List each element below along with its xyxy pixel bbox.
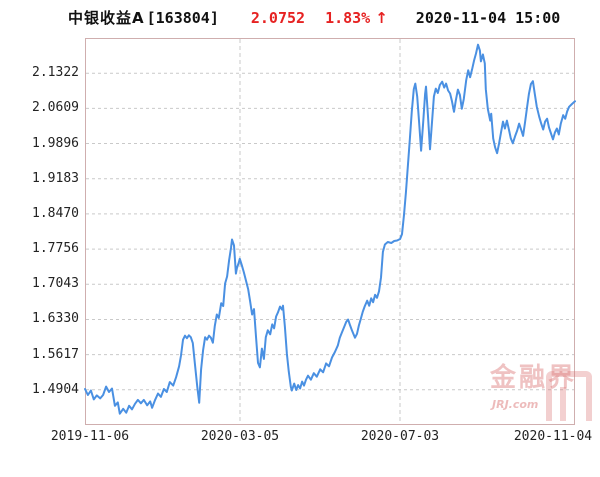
y-axis-tick-label: 1.9183 — [32, 171, 79, 186]
fund-code: [163804] — [146, 9, 219, 27]
y-axis-tick-label: 1.8470 — [32, 206, 79, 221]
quote-timestamp: 2020-11-04 15:00 — [415, 9, 561, 27]
x-axis-tick-label: 2020-03-05 — [200, 429, 280, 444]
y-axis-tick-label: 1.5617 — [32, 347, 79, 362]
nav-line-series — [84, 43, 576, 415]
chart-header: 中银收益 A [163804] 2.0752 1.83% ↑ 2020-11-04… — [68, 7, 560, 29]
x-axis-tick-label: 2020-11-04 — [513, 429, 593, 444]
fund-name: 中银收益 — [68, 9, 133, 27]
y-axis-tick-label: 1.9896 — [32, 136, 79, 151]
y-axis-tick-label: 2.0609 — [32, 100, 79, 115]
fund-share-class: A — [132, 9, 145, 27]
y-axis-tick-label: 2.1322 — [32, 65, 79, 80]
y-axis-tick-label: 1.7043 — [32, 276, 79, 291]
y-axis-tick-label: 1.6330 — [32, 311, 79, 326]
up-arrow-icon: ↑ — [375, 9, 388, 27]
change-percent: 1.83% — [325, 9, 371, 27]
nav-value: 2.0752 — [250, 9, 306, 27]
x-axis-tick-label: 2019-11-06 — [50, 429, 130, 444]
y-axis-tick-label: 1.7756 — [32, 241, 79, 256]
x-axis-tick-label: 2020-07-03 — [360, 429, 440, 444]
y-axis-tick-label: 1.4904 — [32, 382, 79, 397]
